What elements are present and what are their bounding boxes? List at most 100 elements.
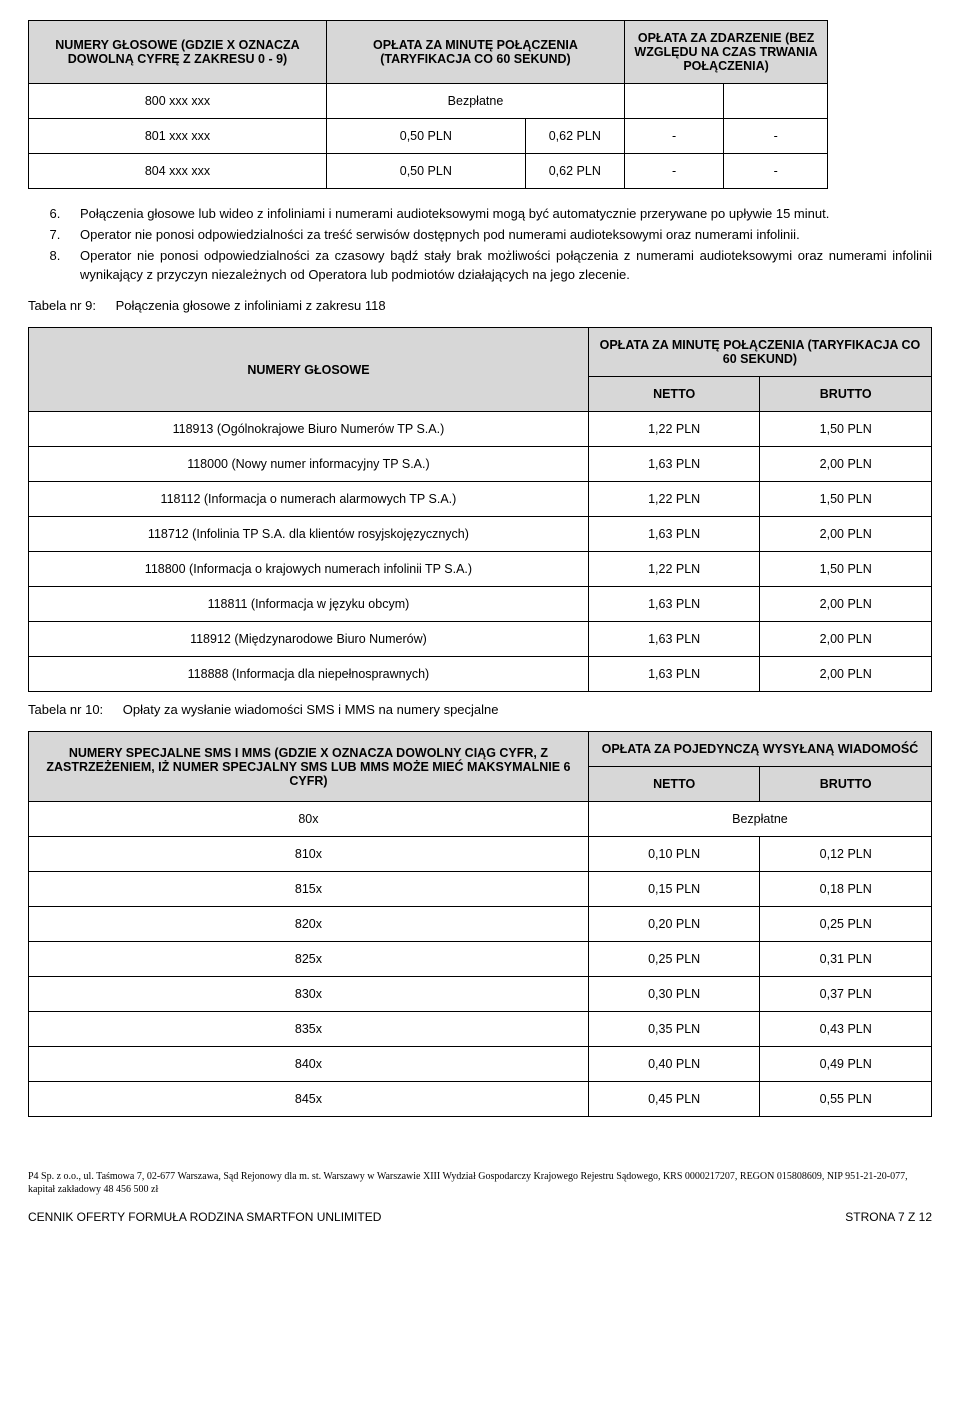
cell-name: 118912 (Międzynarodowe Biuro Numerów) [29,622,589,657]
cell-event-b: - [724,154,828,189]
cell-netto: 0,40 PLN [588,1047,760,1082]
table10-header-netto: NETTO [588,767,760,802]
cell-number: 800 xxx xxx [29,84,327,119]
cell-netto: 1,63 PLN [588,657,760,692]
cell-brutto: 0,37 PLN [760,977,932,1012]
cell-netto: 0,15 PLN [588,872,760,907]
cell-brutto: 1,50 PLN [760,412,932,447]
table-row: 801 xxx xxx0,50 PLN0,62 PLN-- [29,119,932,154]
cell-brutto: 1,50 PLN [760,552,932,587]
cell-event-n [624,84,723,119]
cell-event-b: - [724,119,828,154]
table9-caption-text: Połączenia głosowe z infoliniami z zakre… [116,298,386,313]
cell-event-n: - [624,119,723,154]
table8-header-per-event: OPŁATA ZA ZDARZENIE (BEZ WZGLĘDU NA CZAS… [624,21,827,84]
cell-brutto: 2,00 PLN [760,517,932,552]
cell-name: 118888 (Informacja dla niepełnosprawnych… [29,657,589,692]
cell-brutto: 2,00 PLN [760,447,932,482]
cell-name: 118112 (Informacja o numerach alarmowych… [29,482,589,517]
cell-name: 830x [29,977,589,1012]
footer-legal: P4 Sp. z o.o., ul. Taśmowa 7, 02-677 War… [28,1171,932,1196]
cell-netto: 1,63 PLN [588,587,760,622]
cell-brutto: 0,43 PLN [760,1012,932,1047]
table8-body: 800 xxx xxxBezpłatne801 xxx xxx0,50 PLN0… [29,84,932,189]
table9-header-right: OPŁATA ZA MINUTĘ POŁĄCZENIA (TARYFIKACJA… [588,328,931,377]
table8-header-per-minute: OPŁATA ZA MINUTĘ POŁĄCZENIA (TARYFIKACJA… [326,21,624,84]
table-row: 118000 (Nowy numer informacyjny TP S.A.)… [29,447,932,482]
table-row: 840x0,40 PLN0,49 PLN [29,1047,932,1082]
cell-netto: 0,20 PLN [588,907,760,942]
cell-netto: 0,10 PLN [588,837,760,872]
table-row: 118800 (Informacja o krajowych numerach … [29,552,932,587]
footer-doc-title: CENNIK OFERTY FORMUŁA RODZINA SMARTFON U… [28,1210,381,1224]
table-infoline-118: NUMERY GŁOSOWE OPŁATA ZA MINUTĘ POŁĄCZEN… [28,327,932,692]
table10-body: 80xBezpłatne810x0,10 PLN0,12 PLN815x0,15… [29,802,932,1117]
table-row: 830x0,30 PLN0,37 PLN [29,977,932,1012]
cell-minute-b: 0,62 PLN [525,154,624,189]
cell-name: 810x [29,837,589,872]
cell-name: 118800 (Informacja o krajowych numerach … [29,552,589,587]
table10-caption-text: Opłaty za wysłanie wiadomości SMS i MMS … [123,702,499,717]
table-row: 118888 (Informacja dla niepełnosprawnych… [29,657,932,692]
note-item: Operator nie ponosi odpowiedzialności za… [64,226,932,245]
table9-caption-num: Tabela nr 9: [28,298,96,313]
cell-brutto: 0,55 PLN [760,1082,932,1117]
cell-minute-n: 0,50 PLN [326,154,525,189]
table-row: 810x0,10 PLN0,12 PLN [29,837,932,872]
cell-name: 80x [29,802,589,837]
cell-brutto: 1,50 PLN [760,482,932,517]
table-row: 845x0,45 PLN0,55 PLN [29,1082,932,1117]
cell-merged: Bezpłatne [588,802,931,837]
table9-header-brutto: BRUTTO [760,377,932,412]
table-row: 80xBezpłatne [29,802,932,837]
table10-header-brutto: BRUTTO [760,767,932,802]
cell-brutto: 2,00 PLN [760,622,932,657]
table-row: 118913 (Ogólnokrajowe Biuro Numerów TP S… [29,412,932,447]
table-row: 118811 (Informacja w języku obcym)1,63 P… [29,587,932,622]
cell-event-b [724,84,828,119]
table-row: 118912 (Międzynarodowe Biuro Numerów)1,6… [29,622,932,657]
cell-minute-n: 0,50 PLN [326,119,525,154]
table10-caption-num: Tabela nr 10: [28,702,103,717]
cell-event-n: - [624,154,723,189]
cell-netto: 1,63 PLN [588,517,760,552]
cell-netto: 1,63 PLN [588,447,760,482]
table8-header-numbers: NUMERY GŁOSOWE (GDZIE X OZNACZA DOWOLNĄ … [29,21,327,84]
cell-name: 118811 (Informacja w języku obcym) [29,587,589,622]
cell-brutto: 2,00 PLN [760,587,932,622]
table10-header-left: NUMERY SPECJALNE SMS I MMS (GDZIE X OZNA… [29,732,589,802]
cell-brutto: 2,00 PLN [760,657,932,692]
cell-name: 835x [29,1012,589,1047]
note-item: Połączenia głosowe lub wideo z infolinia… [64,205,932,224]
table-row: 815x0,15 PLN0,18 PLN [29,872,932,907]
note-item: Operator nie ponosi odpowiedzialności za… [64,247,932,285]
footer-bar: CENNIK OFERTY FORMUŁA RODZINA SMARTFON U… [28,1210,932,1224]
cell-netto: 1,22 PLN [588,552,760,587]
table-voice-numbers: NUMERY GŁOSOWE (GDZIE X OZNACZA DOWOLNĄ … [28,20,932,189]
table-row: 800 xxx xxxBezpłatne [29,84,932,119]
cell-number: 804 xxx xxx [29,154,327,189]
cell-name: 118913 (Ogólnokrajowe Biuro Numerów TP S… [29,412,589,447]
footer-page-number: STRONA 7 Z 12 [845,1210,932,1224]
cell-netto: 1,22 PLN [588,482,760,517]
cell-netto: 1,63 PLN [588,622,760,657]
cell-name: 815x [29,872,589,907]
cell-number: 801 xxx xxx [29,119,327,154]
cell-name: 118000 (Nowy numer informacyjny TP S.A.) [29,447,589,482]
cell-netto: 0,25 PLN [588,942,760,977]
cell-minute-b: 0,62 PLN [525,119,624,154]
notes-list: Połączenia głosowe lub wideo z infolinia… [64,205,932,284]
cell-name: 820x [29,907,589,942]
table9-caption: Tabela nr 9: Połączenia głosowe z infoli… [28,298,932,313]
table-row: 118712 (Infolinia TP S.A. dla klientów r… [29,517,932,552]
cell-brutto: 0,25 PLN [760,907,932,942]
cell-name: 840x [29,1047,589,1082]
table10-header-right: OPŁATA ZA POJEDYNCZĄ WYSYŁANĄ WIADOMOŚĆ [588,732,931,767]
cell-name: 118712 (Infolinia TP S.A. dla klientów r… [29,517,589,552]
cell-name: 825x [29,942,589,977]
table9-body: 118913 (Ogólnokrajowe Biuro Numerów TP S… [29,412,932,692]
cell-netto: 1,22 PLN [588,412,760,447]
cell-brutto: 0,12 PLN [760,837,932,872]
table-row: 804 xxx xxx0,50 PLN0,62 PLN-- [29,154,932,189]
cell-brutto: 0,49 PLN [760,1047,932,1082]
